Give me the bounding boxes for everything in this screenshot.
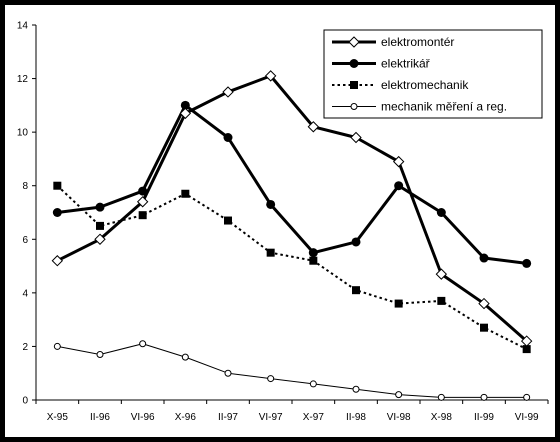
data-point: [351, 237, 361, 247]
x-tick-label: X-97: [303, 412, 325, 423]
data-point: [307, 121, 320, 133]
legend-item: elektrikář: [332, 57, 431, 71]
data-point: [352, 286, 360, 295]
x-tick-label: II-96: [90, 412, 110, 423]
data-point: [53, 181, 62, 190]
legend-swatch-marker: [348, 36, 360, 48]
y-tick-label: 8: [22, 181, 28, 192]
data-point: [435, 268, 448, 280]
x-tick-label: X-96: [175, 412, 197, 423]
data-point: [437, 393, 445, 401]
data-point: [224, 369, 232, 377]
y-tick-label: 0: [22, 396, 28, 407]
x-tick-label: II-99: [474, 412, 494, 423]
legend-label: elektromechanik: [381, 78, 469, 92]
data-point: [267, 375, 275, 383]
x-tick-label: VI-98: [387, 412, 411, 423]
data-point: [224, 216, 232, 225]
y-tick-label: 6: [22, 235, 28, 246]
axes: 0 2 4 6 8 10 12 14 X-95 II-96 VI-96 X-96 II-97 VI-97 X…: [17, 21, 549, 423]
data-point: [308, 248, 318, 258]
x-tick-label: X-95: [47, 412, 69, 423]
legend-swatch-marker: [350, 81, 358, 89]
series-0: [51, 70, 533, 347]
data-point: [309, 380, 317, 388]
data-point: [181, 353, 189, 361]
data-point: [96, 350, 104, 358]
series-3: [53, 340, 531, 401]
y-tick-label: 14: [17, 21, 29, 32]
legend-swatch-marker: [350, 103, 358, 110]
data-point: [309, 256, 318, 265]
y-tick-label: 12: [17, 74, 29, 85]
data-point: [180, 100, 190, 110]
legend-swatch-marker: [349, 59, 359, 68]
data-point: [139, 340, 147, 348]
legend: elektromontér elektrikář elektromechanik me…: [323, 29, 543, 119]
data-point: [394, 299, 403, 308]
data-point: [181, 189, 190, 198]
data-point: [436, 208, 446, 217]
data-point: [138, 211, 147, 220]
series-line: [56, 74, 528, 343]
y-tick-label: 2: [22, 342, 28, 353]
data-point: [95, 202, 105, 212]
data-point: [523, 393, 531, 401]
data-point: [223, 133, 233, 142]
data-point: [520, 335, 533, 347]
legend-label: elektrikář: [381, 57, 431, 71]
data-point: [138, 186, 148, 196]
data-point: [51, 255, 64, 267]
legend-label: elektromontér: [381, 35, 454, 49]
legend-box: [323, 29, 543, 119]
data-point: [480, 393, 488, 401]
data-point: [179, 107, 192, 120]
data-point: [94, 233, 106, 245]
data-point: [392, 155, 405, 168]
data-point: [266, 248, 275, 257]
data-point: [522, 258, 532, 268]
legend-label: mechanik měření a reg.: [381, 100, 507, 114]
series-line: [56, 184, 528, 351]
x-tick-label: VI-96: [131, 412, 155, 423]
y-tick-label: 10: [17, 128, 29, 139]
data-point: [52, 208, 62, 217]
data-point: [53, 342, 61, 350]
series-layer: [51, 70, 533, 401]
data-point: [222, 86, 234, 98]
series-line: [57, 343, 527, 398]
y-tick-label: 4: [22, 288, 28, 299]
x-tick-label: X-98: [431, 412, 453, 423]
data-point: [522, 345, 531, 354]
data-point: [480, 323, 488, 332]
legend-item: elektromechanik: [332, 78, 469, 92]
data-point: [136, 196, 149, 208]
series-line: [57, 103, 527, 265]
legend-item: elektromontér: [332, 35, 454, 49]
x-tick-label: VI-99: [515, 412, 539, 423]
series-2: [53, 181, 531, 354]
x-tick-label: II-97: [218, 412, 238, 423]
data-point: [478, 297, 490, 310]
data-point: [479, 253, 489, 263]
legend-item: mechanik měření a reg.: [332, 100, 507, 114]
data-point: [266, 199, 276, 209]
data-point: [437, 296, 446, 305]
data-point: [395, 391, 403, 399]
data-point: [394, 181, 404, 191]
data-point: [352, 385, 360, 393]
data-point: [350, 131, 362, 144]
x-tick-label: II-98: [346, 412, 366, 423]
series-1: [52, 100, 532, 268]
data-point: [264, 70, 277, 82]
x-tick-label: VI-97: [259, 412, 283, 423]
data-point: [96, 221, 104, 230]
